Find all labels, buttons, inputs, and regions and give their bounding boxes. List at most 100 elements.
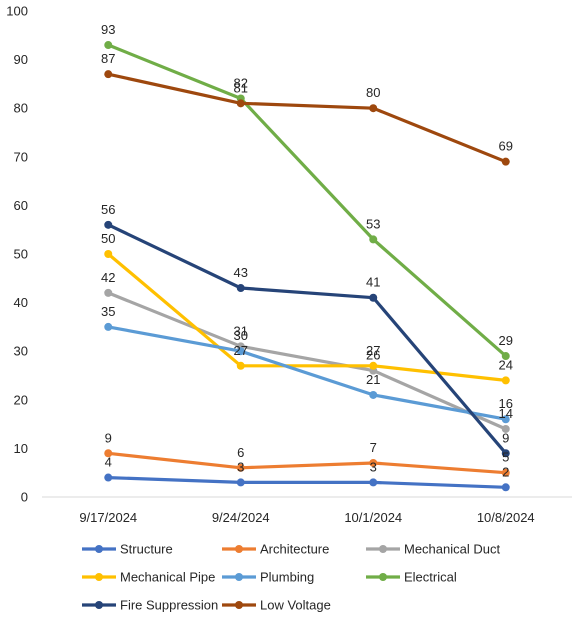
data-label-mechanical-duct: 31 xyxy=(234,323,248,338)
data-label-low-voltage: 80 xyxy=(366,85,380,100)
data-label-fire-suppression: 43 xyxy=(234,265,248,280)
x-tick-label: 10/8/2024 xyxy=(477,510,535,525)
y-tick-label: 0 xyxy=(21,490,28,505)
data-point-low-voltage xyxy=(236,99,245,108)
data-label-mechanical-duct: 26 xyxy=(366,348,380,363)
series-line-structure xyxy=(106,476,508,489)
data-point-architecture xyxy=(104,449,113,458)
data-label-plumbing: 35 xyxy=(101,304,115,319)
data-label-low-voltage: 87 xyxy=(101,51,115,66)
legend-item-structure: Structure xyxy=(82,542,173,557)
series-line-low-voltage xyxy=(106,72,508,164)
legend-item-mechanical-pipe: Mechanical Pipe xyxy=(82,570,215,585)
data-label-electrical: 93 xyxy=(101,22,115,37)
legend-item-architecture: Architecture xyxy=(222,542,329,557)
legend: Structure Architecture Mechanical Duct Mech… xyxy=(82,542,500,613)
data-label-fire-suppression: 41 xyxy=(366,275,380,290)
legend-marker xyxy=(95,601,103,609)
data-label-structure: 3 xyxy=(370,459,377,474)
data-label-electrical: 29 xyxy=(499,333,513,348)
data-point-mechanical-pipe xyxy=(369,361,378,370)
data-label-low-voltage: 69 xyxy=(499,139,513,154)
data-point-architecture xyxy=(236,463,245,472)
legend-item-mechanical-duct: Mechanical Duct xyxy=(366,542,500,557)
data-point-fire-suppression xyxy=(104,220,113,229)
series-lines xyxy=(106,43,508,489)
x-tick-label: 9/17/2024 xyxy=(79,510,137,525)
data-point-structure xyxy=(501,483,510,492)
data-point-plumbing xyxy=(236,347,245,356)
legend-item-low-voltage: Low Voltage xyxy=(222,598,331,613)
data-label-plumbing: 16 xyxy=(499,396,513,411)
data-label-electrical: 53 xyxy=(366,216,380,231)
data-label-mechanical-duct: 42 xyxy=(101,270,115,285)
legend-marker xyxy=(235,573,243,581)
data-point-electrical xyxy=(104,41,113,50)
data-point-electrical xyxy=(501,352,510,361)
legend-marker xyxy=(95,545,103,553)
y-tick-label: 10 xyxy=(14,441,28,456)
y-tick-label: 70 xyxy=(14,149,28,164)
data-point-plumbing xyxy=(501,415,510,424)
legend-marker xyxy=(235,545,243,553)
data-point-mechanical-duct xyxy=(104,288,113,297)
data-point-mechanical-pipe xyxy=(236,361,245,370)
series-line-architecture xyxy=(106,451,508,475)
data-label-architecture: 7 xyxy=(370,440,377,455)
data-point-low-voltage xyxy=(501,157,510,166)
legend-item-fire-suppression: Fire Suppression xyxy=(82,598,218,613)
y-tick-label: 50 xyxy=(14,247,28,262)
data-label-mechanical-pipe: 24 xyxy=(499,357,513,372)
y-tick-label: 90 xyxy=(14,52,28,67)
data-point-electrical xyxy=(369,235,378,244)
data-label-fire-suppression: 56 xyxy=(101,202,115,217)
data-point-low-voltage xyxy=(104,70,113,79)
y-axis-ticks: 0 10 20 30 40 50 60 70 80 90 100 xyxy=(6,4,28,505)
data-point-low-voltage xyxy=(369,104,378,113)
data-label-structure: 2 xyxy=(502,464,509,479)
legend-label: Low Voltage xyxy=(260,598,331,613)
legend-label: Mechanical Pipe xyxy=(120,570,215,585)
y-tick-label: 40 xyxy=(14,295,28,310)
data-label-mechanical-pipe: 27 xyxy=(234,343,248,358)
data-label-mechanical-duct: 14 xyxy=(499,406,513,421)
legend-marker xyxy=(379,545,387,553)
y-tick-label: 100 xyxy=(6,4,28,19)
data-point-architecture xyxy=(369,458,378,467)
data-label-fire-suppression: 9 xyxy=(502,430,509,445)
legend-item-plumbing: Plumbing xyxy=(222,570,314,585)
data-point-structure xyxy=(369,478,378,487)
data-label-architecture: 5 xyxy=(502,450,509,465)
legend-label: Plumbing xyxy=(260,570,314,585)
data-point-fire-suppression xyxy=(369,293,378,302)
legend-marker xyxy=(95,573,103,581)
data-point-mechanical-duct xyxy=(501,424,510,433)
series-line-plumbing xyxy=(106,325,508,421)
x-tick-label: 10/1/2024 xyxy=(344,510,402,525)
y-tick-label: 60 xyxy=(14,198,28,213)
data-label-structure: 4 xyxy=(105,455,112,470)
data-point-plumbing xyxy=(369,390,378,399)
series-line-fire-suppression xyxy=(106,223,508,455)
data-point-structure xyxy=(104,473,113,482)
legend-label: Fire Suppression xyxy=(120,598,218,613)
data-label-architecture: 9 xyxy=(105,430,112,445)
data-label-mechanical-pipe: 50 xyxy=(101,231,115,246)
series-line-electrical xyxy=(106,43,508,358)
y-tick-label: 30 xyxy=(14,344,28,359)
data-point-mechanical-pipe xyxy=(501,376,510,385)
data-label-plumbing: 21 xyxy=(366,372,380,387)
x-tick-label: 9/24/2024 xyxy=(212,510,270,525)
data-label-electrical: 82 xyxy=(234,75,248,90)
legend-marker xyxy=(235,601,243,609)
series-line-mechanical-duct xyxy=(106,291,508,431)
data-point-plumbing xyxy=(104,322,113,331)
data-label-architecture: 6 xyxy=(237,445,244,460)
series-points xyxy=(104,41,510,492)
legend-item-electrical: Electrical xyxy=(366,570,457,585)
legend-label: Structure xyxy=(120,542,173,557)
legend-label: Architecture xyxy=(260,542,329,557)
data-label-mechanical-pipe: 27 xyxy=(366,343,380,358)
